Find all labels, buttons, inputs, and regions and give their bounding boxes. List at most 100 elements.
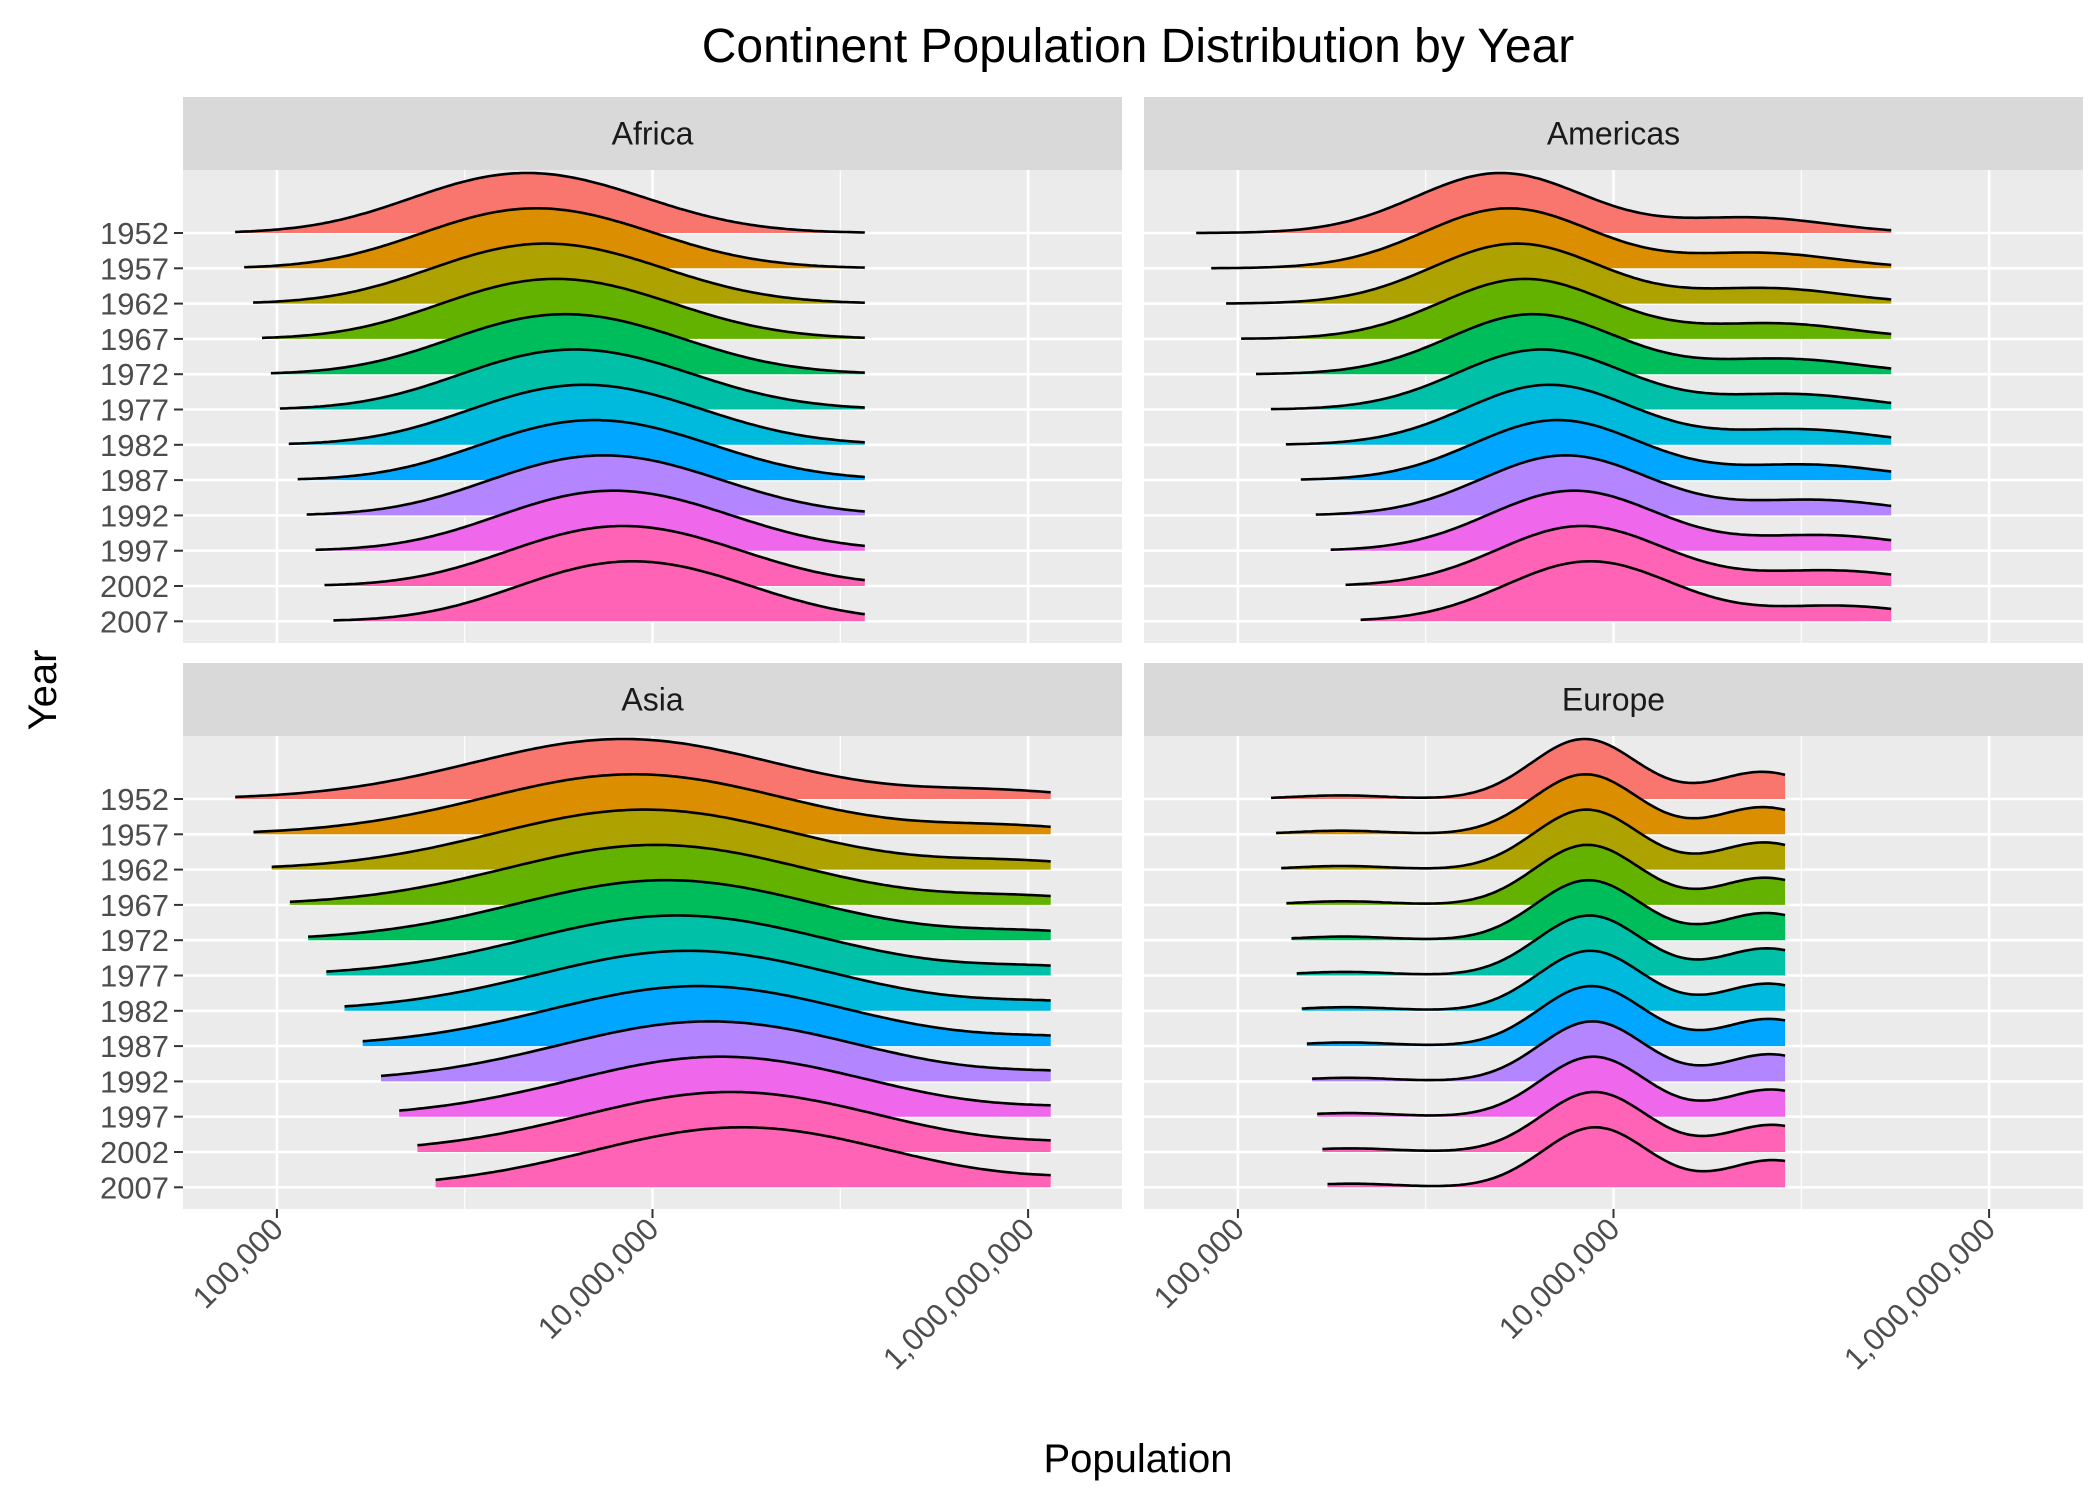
facet-panels: Africa1952195719621967197219771982198719… bbox=[100, 97, 2083, 1376]
ridge-outline-1992 bbox=[1312, 1020, 1786, 1082]
y-axis-title: Year bbox=[21, 650, 65, 731]
y-tick-label: 1977 bbox=[100, 959, 169, 994]
ridge-outline-1997 bbox=[1330, 489, 1892, 551]
ridge-outline-1952 bbox=[235, 171, 865, 234]
x-axis-title: Population bbox=[1043, 1437, 1232, 1481]
ridge-outline-1982 bbox=[288, 383, 865, 446]
ridge-outline-1977 bbox=[279, 348, 865, 410]
ridge-americas-1987 bbox=[1300, 418, 1892, 481]
ridge-americas-1967 bbox=[1241, 277, 1892, 340]
ridge-africa-2002 bbox=[324, 524, 865, 587]
ridge-fill-1987 bbox=[362, 986, 1051, 1047]
panel-europe: Europe 100,000 10,000,000 1,000,000,000 bbox=[1144, 663, 2083, 1376]
y-tick-label: 1987 bbox=[100, 1029, 169, 1064]
ridge-outline-2007 bbox=[1327, 1126, 1786, 1188]
ridge-fill-1992 bbox=[306, 455, 865, 516]
ridge-fill-1977 bbox=[1296, 915, 1786, 976]
ridge-outline-2002 bbox=[1345, 524, 1892, 587]
y-tick-label: 1957 bbox=[100, 817, 169, 852]
ridge-fill-2002 bbox=[324, 526, 865, 586]
ridge-fill-1977 bbox=[326, 915, 1051, 976]
ridge-asia-1967 bbox=[289, 843, 1051, 905]
ridge-outline-1967 bbox=[1241, 277, 1892, 340]
y-tick-label: 1977 bbox=[100, 393, 169, 428]
ridge-fill-2007 bbox=[333, 561, 865, 622]
ridge-outline-1962 bbox=[271, 808, 1051, 869]
y-tick-label: 1962 bbox=[100, 853, 169, 888]
y-tick-label: 1992 bbox=[100, 1064, 169, 1099]
facet-strip bbox=[183, 663, 1122, 736]
ridge-outline-1957 bbox=[1211, 206, 1892, 270]
x-tick-label: 10,000,000 bbox=[1492, 1211, 1626, 1345]
facet-strip bbox=[1144, 97, 2083, 170]
ridge-europe-1987 bbox=[1306, 984, 1786, 1047]
y-tick-label: 1967 bbox=[100, 322, 169, 357]
ridge-americas-1992 bbox=[1315, 454, 1892, 516]
ridge-outline-1982 bbox=[344, 949, 1051, 1008]
ridge-asia-1997 bbox=[399, 1055, 1051, 1117]
ridge-africa-1957 bbox=[244, 207, 865, 269]
ridge-outline-1952 bbox=[1196, 171, 1892, 235]
y-tick-label: 1997 bbox=[100, 534, 169, 569]
x-tick-label: 100,000 bbox=[1147, 1211, 1251, 1315]
ridge-asia-1962 bbox=[271, 808, 1051, 870]
ridge-asia-1957 bbox=[253, 773, 1051, 835]
ridge-fill-1962 bbox=[271, 809, 1051, 870]
y-tick-label: 2002 bbox=[100, 569, 169, 604]
ridge-europe-1992 bbox=[1312, 1020, 1786, 1082]
ridge-africa-1952 bbox=[235, 171, 865, 234]
ridge-africa-1972 bbox=[270, 312, 865, 375]
ridge-fill-1967 bbox=[262, 278, 865, 339]
ridge-fill-1982 bbox=[344, 950, 1051, 1011]
y-tick-label: 1952 bbox=[100, 216, 169, 251]
ridge-fill-1987 bbox=[1306, 986, 1786, 1047]
ridge-europe-1982 bbox=[1301, 949, 1786, 1011]
y-tick-label: 1982 bbox=[100, 994, 169, 1029]
panel-americas: Americas bbox=[1144, 97, 2083, 643]
ridge-asia-1982 bbox=[344, 949, 1051, 1011]
ridge-europe-1967 bbox=[1286, 843, 1786, 905]
ridge-africa-1982 bbox=[288, 383, 865, 446]
x-tick-label: 1,000,000,000 bbox=[1837, 1211, 2002, 1376]
facet-label-asia: Asia bbox=[621, 682, 683, 718]
ridge-fill-1977 bbox=[279, 349, 865, 410]
ridge-fill-1997 bbox=[399, 1056, 1051, 1117]
ridge-outline-2007 bbox=[1360, 560, 1892, 622]
ridge-fill-1972 bbox=[1291, 880, 1786, 941]
ridge-fill-1952 bbox=[1271, 739, 1786, 799]
ridge-americas-1952 bbox=[1196, 171, 1892, 235]
y-tick-label: 1952 bbox=[100, 782, 169, 817]
ridge-outline-1952 bbox=[1270, 737, 1786, 800]
ridge-africa-1992 bbox=[306, 454, 865, 516]
ridge-outline-1982 bbox=[1285, 383, 1892, 446]
ridge-fill-1972 bbox=[270, 314, 865, 375]
ridge-fill-1952 bbox=[235, 739, 1051, 799]
ridge-asia-1977 bbox=[326, 914, 1051, 976]
y-tick-label: 1972 bbox=[100, 357, 169, 392]
ridge-outline-2007 bbox=[435, 1126, 1051, 1182]
ridge-outline-1987 bbox=[362, 984, 1051, 1043]
y-tick-label: 1997 bbox=[100, 1100, 169, 1135]
ridge-fill-1997 bbox=[315, 490, 865, 551]
ridge-asia-2002 bbox=[417, 1090, 1051, 1152]
ridge-outline-1997 bbox=[399, 1055, 1051, 1112]
x-tick-label: 10,000,000 bbox=[531, 1211, 665, 1345]
ridge-americas-1982 bbox=[1285, 383, 1892, 446]
ridge-outline-1967 bbox=[289, 843, 1051, 904]
y-tick-label: 1987 bbox=[100, 463, 169, 498]
ridge-africa-1977 bbox=[279, 348, 865, 410]
ridge-africa-1997 bbox=[315, 489, 865, 552]
ridge-europe-2002 bbox=[1322, 1090, 1786, 1152]
ridge-fill-2002 bbox=[1322, 1092, 1786, 1152]
ridge-outline-2002 bbox=[324, 524, 865, 587]
ridge-americas-1962 bbox=[1226, 242, 1892, 305]
panel-africa: Africa1952195719621967197219771982198719… bbox=[100, 97, 1122, 643]
ridge-fill-2007 bbox=[435, 1127, 1051, 1188]
ridge-americas-1957 bbox=[1211, 206, 1892, 270]
ridge-europe-1952 bbox=[1270, 737, 1786, 800]
ridge-outline-1997 bbox=[1317, 1055, 1786, 1117]
panel-asia: Asia 195219571962196719721977198219871992… bbox=[100, 663, 1122, 1376]
ridge-outline-1952 bbox=[235, 737, 1051, 799]
ridge-outline-1957 bbox=[1276, 772, 1786, 835]
ridge-outline-1992 bbox=[306, 454, 865, 516]
